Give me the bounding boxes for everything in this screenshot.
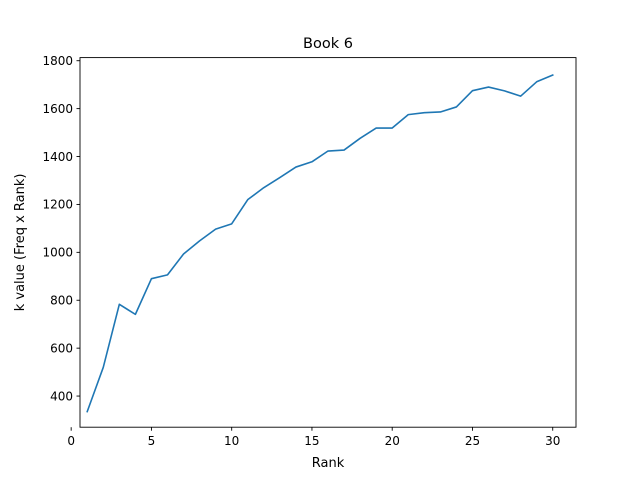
x-tick-label: 15	[304, 434, 319, 448]
x-tick-label: 30	[545, 434, 560, 448]
y-tick-label: 1200	[42, 198, 73, 212]
y-tick-label: 1800	[42, 54, 73, 68]
y-tick-label: 1000	[42, 246, 73, 260]
y-axis-label: k value (Freq x Rank)	[13, 174, 28, 312]
x-tick-label: 25	[465, 434, 480, 448]
y-tick-label: 600	[50, 341, 73, 355]
chart-title: Book 6	[303, 36, 353, 52]
x-tick-label: 10	[224, 434, 239, 448]
y-tick-label: 400	[50, 389, 73, 403]
y-tick-label: 1600	[42, 102, 73, 116]
x-axis-label: Rank	[312, 456, 345, 471]
y-tick-label: 800	[50, 294, 73, 308]
x-tick-label: 0	[67, 434, 75, 448]
x-tick-label: 20	[385, 434, 400, 448]
y-tick-label: 1400	[42, 150, 73, 164]
x-tick-label: 5	[148, 434, 156, 448]
